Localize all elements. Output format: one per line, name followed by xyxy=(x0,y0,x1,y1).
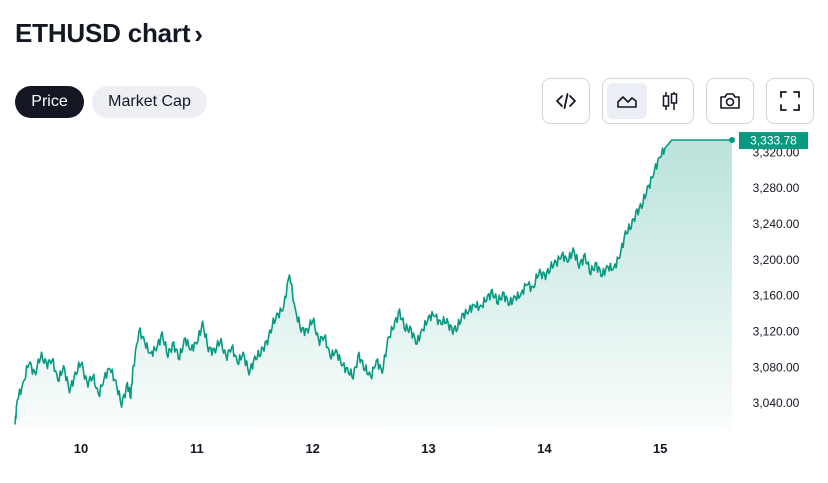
price-line xyxy=(14,139,733,425)
x-tick-label: 14 xyxy=(537,441,552,456)
x-tick-label: 15 xyxy=(653,441,667,456)
price-chart[interactable]: 3,040.00 3,080.00 3,120.00 3,160.00 3,200.00… xyxy=(0,130,828,480)
code-icon xyxy=(556,93,576,109)
area-chart-button[interactable] xyxy=(606,83,647,119)
chevron-right-icon: › xyxy=(194,18,203,49)
y-tick-label: 3,160.00 xyxy=(753,289,800,303)
x-tick-label: 11 xyxy=(190,441,204,456)
chart-title[interactable]: ETHUSD chart › xyxy=(15,18,203,49)
last-price-dot xyxy=(729,137,735,144)
price-area-fill xyxy=(15,140,732,430)
chart-style-toggle xyxy=(602,78,694,124)
x-tick-label: 12 xyxy=(305,441,319,456)
y-tick-label: 3,200.00 xyxy=(753,253,800,267)
x-tick-label: 13 xyxy=(421,441,435,456)
y-tick-label: 3,280.00 xyxy=(753,181,800,195)
y-tick-label: 3,240.00 xyxy=(753,217,800,231)
y-tick-label: 3,080.00 xyxy=(753,360,800,374)
last-price-label: 3,333.78 xyxy=(739,132,808,150)
y-tick-label: 3,120.00 xyxy=(753,324,800,338)
candlestick-button[interactable] xyxy=(650,83,690,119)
candlestick-icon xyxy=(662,92,677,110)
fullscreen-icon xyxy=(780,91,800,111)
tab-market-cap[interactable]: Market Cap xyxy=(92,86,207,118)
x-tick-label: 10 xyxy=(74,441,88,456)
camera-icon xyxy=(720,93,740,109)
embed-button[interactable] xyxy=(542,78,590,124)
fullscreen-button[interactable] xyxy=(766,78,814,124)
tab-price[interactable]: Price xyxy=(15,86,84,118)
area-chart-icon xyxy=(616,96,637,108)
last-price-value: 3,333.78 xyxy=(750,134,797,148)
chart-title-text: ETHUSD chart xyxy=(15,18,191,48)
y-axis: 3,040.00 3,080.00 3,120.00 3,160.00 3,200.00… xyxy=(753,145,800,410)
x-axis: 10 11 12 13 14 15 xyxy=(74,441,668,456)
snapshot-button[interactable] xyxy=(706,78,754,124)
y-tick-label: 3,040.00 xyxy=(753,396,800,410)
